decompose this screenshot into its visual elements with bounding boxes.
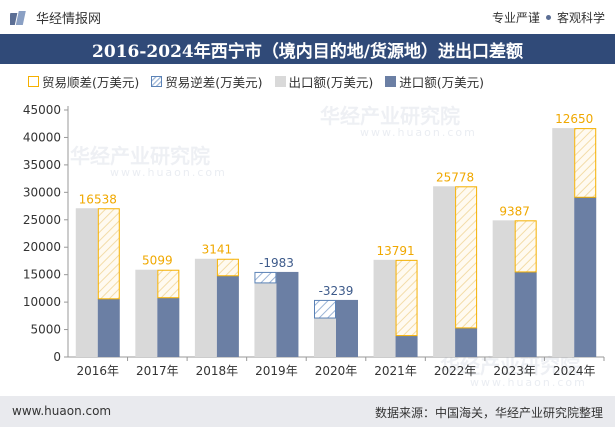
export-bar — [373, 259, 396, 357]
watermark-url: www.huaon.com — [470, 376, 587, 389]
data-label: 9387 — [499, 204, 530, 218]
x-tick-label: 2016年 — [77, 364, 120, 378]
watermark-url: www.huaon.com — [360, 126, 477, 139]
data-label: 25778 — [436, 170, 474, 184]
y-tick-label: 20000 — [23, 240, 61, 254]
export-bar — [75, 208, 98, 357]
x-tick-label: 2023年 — [493, 364, 536, 378]
export-bar — [433, 186, 456, 357]
y-tick-label: 15000 — [23, 268, 61, 282]
watermark-text: 华经产业研究院 — [70, 144, 210, 168]
footer-url[interactable]: www.huaon.com — [12, 404, 112, 418]
x-tick-label: 2022年 — [434, 364, 477, 378]
import-bar — [216, 275, 239, 357]
data-label: -1983 — [259, 256, 294, 270]
top-bar: 华经情报网 专业严谨 客观科学 — [0, 0, 615, 34]
y-axis: 0 5000 10000 15000 20000 25000 30000 35000 40000… — [23, 103, 69, 364]
legend-label-deficit: 贸易逆差(万美元) — [165, 74, 263, 90]
watermark-url: www.huaon.com — [110, 166, 227, 179]
watermark-text: 华经产业研究院 — [320, 104, 460, 128]
y-tick-label: 45000 — [23, 103, 61, 117]
bar-chart: 0 5000 10000 15000 20000 25000 30000 35000 40000… — [23, 103, 605, 378]
y-tick-label: 30000 — [23, 185, 61, 199]
brand-logo-icon — [10, 10, 26, 25]
slogan-right: 客观科学 — [556, 11, 605, 25]
brand[interactable]: 华经情报网 — [10, 8, 101, 27]
y-tick-label: 5000 — [30, 323, 61, 337]
legend-swatch-surplus — [28, 75, 39, 87]
import-bar — [455, 327, 478, 357]
data-label: -3239 — [319, 284, 354, 298]
brand-name: 华经情报网 — [36, 12, 102, 27]
surplus-bar — [216, 258, 239, 277]
y-tick-label: 35000 — [23, 158, 61, 172]
surplus-bar — [97, 208, 120, 300]
y-tick-label: 40000 — [23, 130, 61, 144]
x-axis: 2016年 2017年 2018年 2019年 2020年 2021年 2022年 2023年… — [68, 356, 605, 378]
slogan-dot-icon — [545, 15, 551, 20]
import-bar — [97, 298, 120, 357]
legend-swatch-export — [274, 75, 286, 87]
data-label: 5099 — [142, 254, 173, 268]
surplus-bar — [574, 128, 597, 198]
footer-source: 数据来源：中国海关，华经产业研究院整理 — [374, 406, 603, 420]
import-bar — [336, 299, 358, 357]
legend-label-export: 出口额(万美元) — [288, 74, 374, 90]
data-label: 3141 — [202, 243, 233, 257]
watermark-text: 华经产业研究院 — [440, 354, 580, 378]
deficit-bar — [254, 271, 277, 284]
data-labels: 16538 5099 3141 -1983 -3239 13791 25778 9387 126… — [79, 112, 594, 298]
export-bar — [135, 269, 158, 357]
data-label: 12650 — [555, 112, 593, 126]
surplus-bar — [157, 269, 180, 299]
data-label: 16538 — [79, 192, 117, 206]
legend-swatch-deficit — [151, 75, 163, 87]
export-bar — [254, 282, 277, 357]
surplus-bar — [395, 259, 418, 337]
x-tick-label: 2021年 — [374, 364, 417, 378]
chart-title: 2016-2024年西宁市（境内目的地/货源地）进出口差额 — [0, 34, 615, 64]
legend-label-import: 进口额(万美元) — [399, 74, 485, 90]
y-tick-label: 25000 — [23, 213, 61, 227]
x-tick-label: 2018年 — [196, 364, 239, 378]
surplus-bar — [514, 220, 537, 273]
x-tick-label: 2020年 — [315, 364, 358, 378]
legend-item-import: 进口额(万美元) — [385, 72, 484, 91]
slogan: 专业严谨 客观科学 — [492, 9, 605, 26]
legend-swatch-import — [385, 75, 397, 87]
slogan-left: 专业严谨 — [491, 11, 540, 25]
deficit-bar — [314, 299, 336, 319]
x-tick-label: 2019年 — [255, 364, 298, 378]
import-bar — [574, 197, 597, 357]
import-bar — [395, 335, 418, 357]
export-bar — [492, 220, 515, 357]
x-tick-label: 2024年 — [553, 364, 596, 378]
export-bar — [314, 318, 336, 357]
legend-item-deficit: 贸易逆差(万美元) — [151, 72, 263, 91]
export-bar — [194, 258, 217, 357]
legend-item-export: 出口额(万美元) — [274, 72, 374, 91]
legend-item-surplus: 贸易顺差(万美元) — [28, 72, 139, 91]
chart-legend: 贸易顺差(万美元) 贸易逆差(万美元) 出口额(万美元) 进口额(万美元) — [28, 71, 496, 91]
export-bar — [552, 128, 575, 357]
import-bar — [157, 297, 180, 357]
x-tick-label: 2017年 — [136, 364, 179, 378]
legend-label-surplus: 贸易顺差(万美元) — [42, 74, 140, 90]
bars — [75, 128, 597, 357]
y-tick-label: 10000 — [23, 295, 61, 309]
import-bar — [514, 271, 537, 357]
y-tick-label: 0 — [53, 350, 61, 364]
import-bar — [276, 271, 299, 357]
footer: www.huaon.com 数据来源：中国海关，华经产业研究院整理 — [0, 396, 615, 427]
surplus-bar — [455, 186, 478, 329]
data-label: 13791 — [376, 244, 414, 258]
